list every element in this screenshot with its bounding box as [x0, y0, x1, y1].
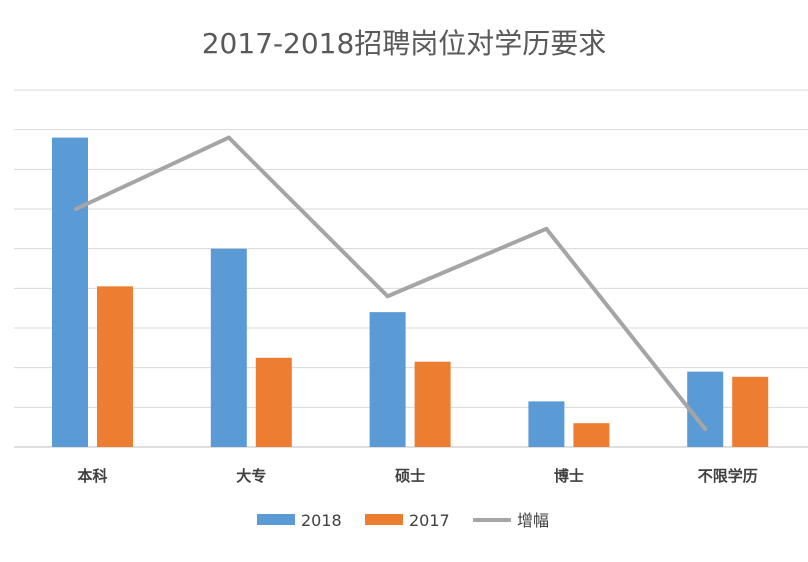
bar-2017-4 — [732, 376, 769, 447]
legend-swatch-2018 — [257, 514, 295, 525]
category-label-1: 大专 — [236, 467, 266, 485]
legend-label-2017: 2017 — [409, 511, 450, 530]
category-label-4: 不限学历 — [698, 467, 758, 485]
legend-label-增幅: 增幅 — [517, 511, 549, 530]
chart-title: 2017-2018招聘岗位对学历要求 — [202, 27, 607, 60]
line-point-0 — [74, 207, 78, 211]
legend-swatch-2017 — [365, 514, 403, 525]
line-point-4 — [703, 427, 708, 432]
bar-2017-2 — [414, 361, 451, 447]
gridlines — [14, 89, 808, 448]
bars — [52, 137, 769, 447]
category-label-3: 博士 — [554, 467, 584, 485]
bar-2017-0 — [97, 286, 133, 447]
legend: 2018 2017 增幅 — [257, 511, 549, 530]
line-series — [74, 135, 708, 432]
line-point-1 — [226, 135, 231, 140]
bar-2017-3 — [573, 423, 610, 447]
bar-2018-3 — [528, 401, 565, 447]
bar-2018-0 — [52, 137, 88, 447]
legend-label-2018: 2018 — [301, 511, 342, 530]
line-point-2 — [385, 294, 390, 299]
bar-2017-1 — [255, 357, 292, 447]
bar-2018-2 — [369, 312, 406, 447]
category-label-2: 硕士 — [395, 467, 425, 485]
line-point-3 — [544, 226, 549, 231]
bar-2018-4 — [687, 371, 724, 447]
category-labels: 本科 大专 硕士 博士 不限学历 — [77, 467, 757, 485]
category-label-0: 本科 — [77, 467, 107, 485]
bar-2018-1 — [210, 248, 247, 447]
